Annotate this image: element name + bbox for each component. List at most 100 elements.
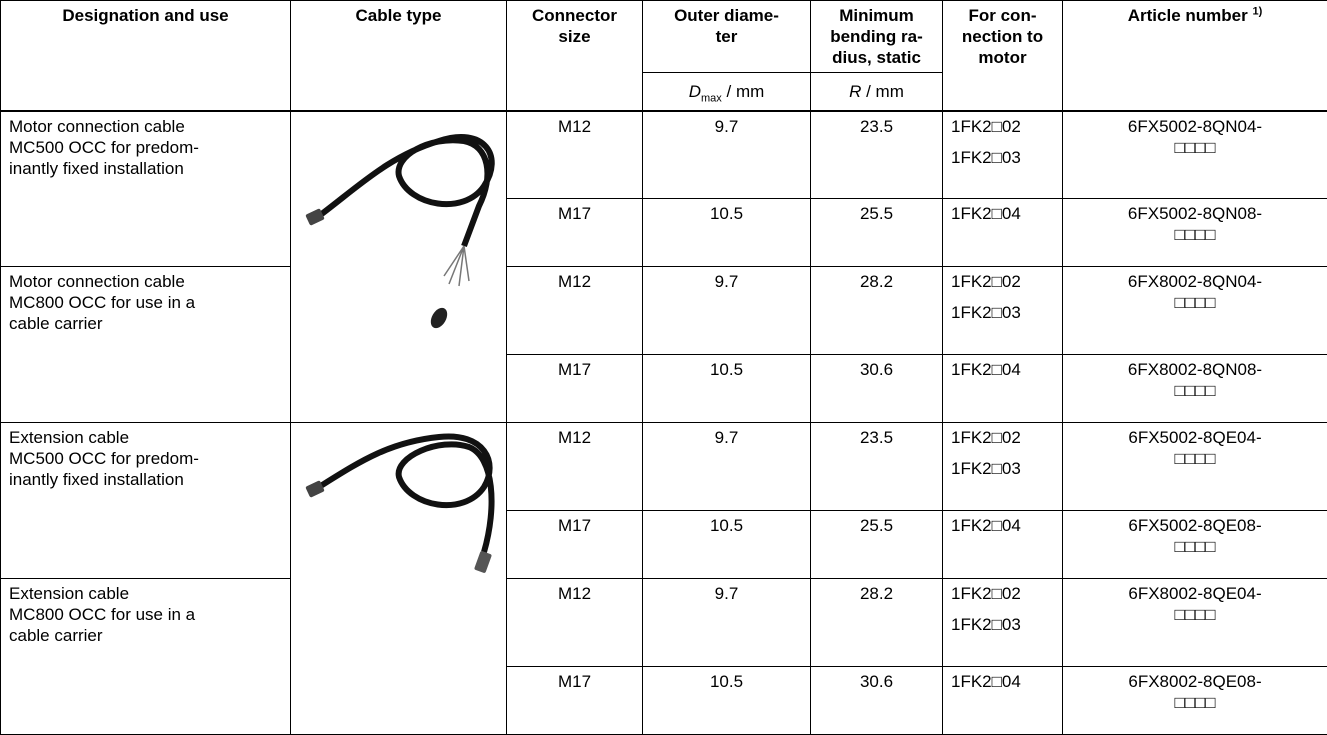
motor-cell: 1FK2□02 1FK2□03	[943, 111, 1063, 199]
diameter-cell: 9.7	[643, 579, 811, 667]
column-header: Designation and use	[1, 1, 291, 111]
motor-cell: 1FK2□04	[943, 199, 1063, 267]
header-line: Outer diame-	[651, 5, 802, 26]
article-line: □□□□	[1071, 224, 1319, 245]
article-line: 6FX8002-8QE04-	[1071, 583, 1319, 604]
connector-cell: M12	[507, 267, 643, 355]
designation-line: Motor connection cable	[9, 271, 282, 292]
article-cell: 6FX8002-8QN08-□□□□	[1063, 355, 1327, 423]
motor-line: 1FK2□04	[951, 515, 1054, 536]
radius-cell: 23.5	[811, 111, 943, 199]
motor-line: 1FK2□04	[951, 359, 1054, 380]
designation-line: Motor connection cable	[9, 116, 282, 137]
header-line: size	[515, 26, 634, 47]
designation-line: MC500 OCC for predom-	[9, 448, 282, 469]
radius-cell: 25.5	[811, 199, 943, 267]
connector-cell: M12	[507, 111, 643, 199]
radius-cell: 28.2	[811, 267, 943, 355]
header-line: motor	[951, 47, 1054, 68]
article-cell: 6FX8002-8QE04-□□□□	[1063, 579, 1327, 667]
article-line: 6FX5002-8QE08-	[1071, 515, 1319, 536]
table-body: Motor connection cable MC500 OCC for pred…	[1, 111, 1327, 735]
article-cell: 6FX8002-8QE08-□□□□	[1063, 667, 1327, 735]
symbol: R	[849, 82, 861, 101]
motor-line: 1FK2□04	[951, 671, 1054, 692]
article-line: □□□□	[1071, 137, 1319, 158]
motor-cell: 1FK2□04	[943, 667, 1063, 735]
header-line: Cable type	[299, 5, 498, 26]
header-line: dius, static	[819, 47, 934, 68]
motor-line: 1FK2□03	[951, 302, 1054, 323]
connector-cell: M12	[507, 579, 643, 667]
designation-line: Extension cable	[9, 583, 282, 604]
diameter-cell: 10.5	[643, 355, 811, 423]
article-line: □□□□	[1071, 604, 1319, 625]
motor-line: 1FK2□03	[951, 147, 1054, 168]
radius-cell: 25.5	[811, 511, 943, 579]
cable-image-cell	[291, 111, 507, 423]
diameter-cell: 10.5	[643, 667, 811, 735]
designation-line: cable carrier	[9, 313, 282, 334]
motor-line: 1FK2□03	[951, 458, 1054, 479]
article-cell: 6FX5002-8QE08-□□□□	[1063, 511, 1327, 579]
column-header: Outer diame-ter	[643, 1, 811, 73]
column-header: Cable type	[291, 1, 507, 111]
article-line: 6FX8002-8QE08-	[1071, 671, 1319, 692]
article-line: □□□□	[1071, 292, 1319, 313]
header-line: Designation and use	[9, 5, 282, 26]
connector-cell: M17	[507, 199, 643, 267]
unit-header: R / mm	[811, 73, 943, 111]
page: Cable table {"header": { "columns": [ ["…	[0, 0, 1327, 713]
designation-line: inantly fixed installation	[9, 469, 282, 490]
motor-line: 1FK2□02	[951, 271, 1054, 292]
header-line: For con-	[951, 5, 1054, 26]
motor-line: 1FK2□02	[951, 116, 1054, 137]
article-line: □□□□	[1071, 536, 1319, 557]
header-line: bending ra-	[819, 26, 934, 47]
designation-line: MC800 OCC for use in a	[9, 292, 282, 313]
connector-cell: M12	[507, 423, 643, 511]
article-line: 6FX8002-8QN04-	[1071, 271, 1319, 292]
unit-header: Dmax / mm	[643, 73, 811, 111]
designation-line: inantly fixed installation	[9, 158, 282, 179]
designation-line: Extension cable	[9, 427, 282, 448]
symbol: D	[689, 82, 701, 101]
motor-cell: 1FK2□04	[943, 355, 1063, 423]
header-line: nection to	[951, 26, 1054, 47]
motor-line: 1FK2□02	[951, 583, 1054, 604]
connector-cell: M17	[507, 511, 643, 579]
radius-cell: 30.6	[811, 355, 943, 423]
motor-line: 1FK2□03	[951, 614, 1054, 635]
article-cell: 6FX5002-8QN04-□□□□	[1063, 111, 1327, 199]
article-cell: 6FX5002-8QE04-□□□□	[1063, 423, 1327, 511]
diameter-cell: 9.7	[643, 111, 811, 199]
unit: / mm	[861, 82, 904, 101]
article-cell: 6FX5002-8QN08-□□□□	[1063, 199, 1327, 267]
diameter-cell: 10.5	[643, 511, 811, 579]
article-line: 6FX5002-8QN08-	[1071, 203, 1319, 224]
header-line: ter	[651, 26, 802, 47]
header-line: Minimum	[819, 5, 934, 26]
radius-cell: 30.6	[811, 667, 943, 735]
motor-cell: 1FK2□04	[943, 511, 1063, 579]
diameter-cell: 9.7	[643, 267, 811, 355]
header-line: Article number 1)	[1071, 5, 1319, 26]
article-line: □□□□	[1071, 380, 1319, 401]
article-line: □□□□	[1071, 448, 1319, 469]
diameter-cell: 9.7	[643, 423, 811, 511]
radius-cell: 23.5	[811, 423, 943, 511]
unit: / mm	[722, 82, 765, 101]
